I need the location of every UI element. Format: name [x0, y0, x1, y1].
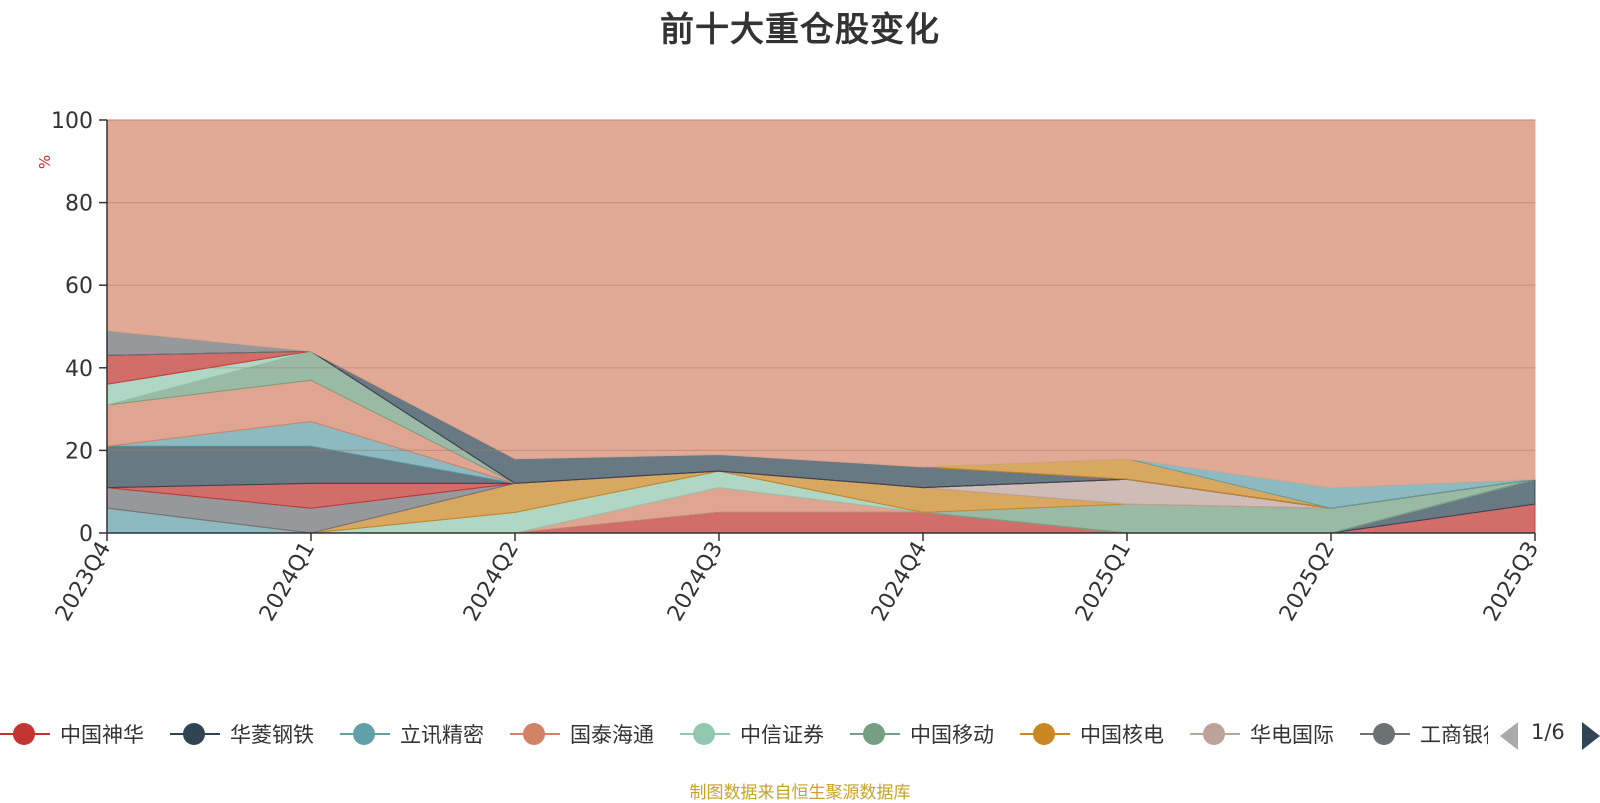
y-tick-label: 100	[51, 109, 93, 134]
legend-track: 中国神华 华菱钢铁 立讯精密 国泰海通 中信证券 中国移动 中国核电 华电国际 工商银行	[0, 714, 1488, 754]
x-tick-label: 2024Q4	[867, 538, 932, 626]
y-tick-label: 20	[65, 439, 93, 464]
legend-item[interactable]: 中信证券	[680, 719, 824, 749]
y-tick-label: 0	[79, 522, 93, 547]
legend-item[interactable]: 中国移动	[850, 719, 994, 749]
legend-label: 中信证券	[740, 723, 824, 747]
legend-item[interactable]: 华电国际	[1190, 719, 1334, 749]
y-tick-label: 40	[65, 357, 93, 382]
legend-item[interactable]: 中国核电	[1020, 719, 1164, 749]
x-tick-label: 2025Q3	[1479, 538, 1544, 626]
legend-label: 华电国际	[1250, 723, 1334, 747]
legend-label: 中国核电	[1080, 723, 1164, 747]
legend-marker-icon	[1020, 722, 1070, 746]
source-note: 制图数据来自恒生聚源数据库	[689, 783, 911, 803]
y-tick-label: 80	[65, 192, 93, 217]
y-tick-label: 60	[65, 274, 93, 299]
legend-item[interactable]: 立讯精密	[340, 719, 484, 749]
y-axis-unit-label: %	[36, 155, 54, 169]
x-tick-label: 2025Q2	[1275, 538, 1340, 626]
legend-marker-icon	[340, 722, 390, 746]
legend-item[interactable]: 华菱钢铁	[170, 719, 314, 749]
legend-marker-icon	[1360, 722, 1410, 746]
legend-item[interactable]: 国泰海通	[510, 719, 654, 749]
legend-prev-page-icon[interactable]	[1500, 722, 1518, 750]
legend-label: 中国移动	[910, 723, 994, 747]
legend-page-indicator: 1/6	[1531, 720, 1565, 744]
x-tick-label: 2024Q1	[255, 538, 320, 626]
legend-label: 立讯精密	[400, 723, 484, 747]
x-tick-label: 2024Q3	[663, 538, 728, 626]
legend: 中国神华 华菱钢铁 立讯精密 国泰海通 中信证券 中国移动 中国核电 华电国际 工商银行	[0, 714, 1488, 754]
x-tick-label: 2025Q1	[1071, 538, 1136, 626]
legend-label: 国泰海通	[570, 723, 654, 747]
area-series-20[interactable]	[106, 119, 1536, 489]
legend-item[interactable]: 工商银行	[1360, 719, 1488, 749]
legend-marker-icon	[170, 722, 220, 746]
legend-marker-icon	[680, 722, 730, 746]
chart-title: 前十大重仓股变化	[660, 10, 940, 50]
grid-layer	[107, 119, 1535, 451]
legend-marker-icon	[0, 722, 50, 746]
legend-marker-icon	[510, 722, 560, 746]
legend-next-page-icon[interactable]	[1582, 722, 1600, 750]
legend-pager: 1/6	[1500, 718, 1600, 752]
legend-label: 中国神华	[60, 723, 144, 747]
legend-label: 工商银行	[1420, 723, 1488, 747]
legend-label: 华菱钢铁	[230, 723, 314, 747]
legend-marker-icon	[850, 722, 900, 746]
area-layer	[106, 119, 1536, 534]
x-tick-label: 2023Q4	[51, 538, 116, 626]
legend-marker-icon	[1190, 722, 1240, 746]
x-tick-label: 2024Q2	[459, 538, 524, 626]
legend-item[interactable]: 中国神华	[0, 719, 144, 749]
